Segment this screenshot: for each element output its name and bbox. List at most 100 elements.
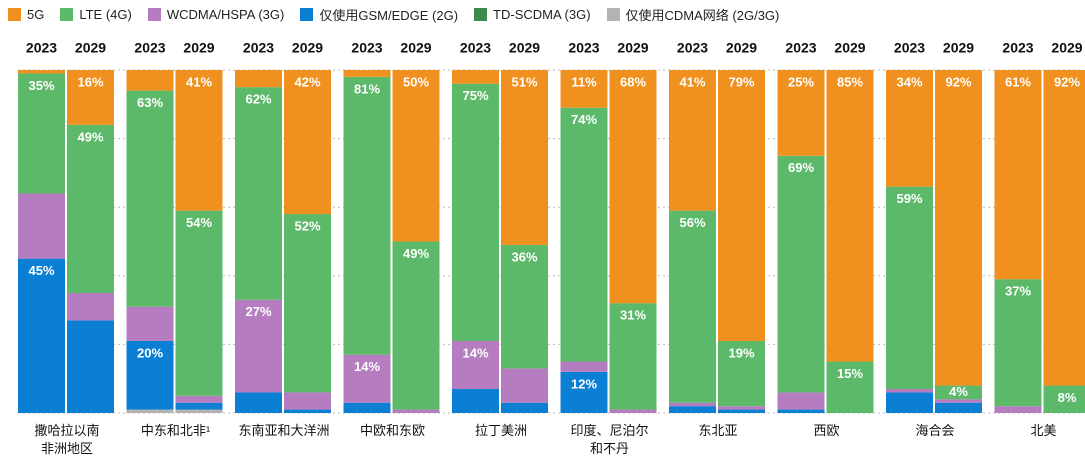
x-tick-label: 2023 <box>677 40 708 56</box>
bar-segment <box>886 392 933 413</box>
data-label: 92% <box>1054 74 1080 89</box>
bar-segment <box>886 388 933 393</box>
data-label: 59% <box>896 191 922 206</box>
bar-segment <box>886 70 933 187</box>
x-tick-label: 2023 <box>1002 40 1033 56</box>
data-label: 12% <box>571 376 597 391</box>
bar-segment <box>669 406 716 413</box>
x-tick-label: 2023 <box>894 40 925 56</box>
bar-segment <box>609 70 657 304</box>
bar-segment <box>609 303 657 410</box>
bar-segment <box>826 361 874 413</box>
legend-item: WCDMA/HSPA (3G) <box>147 5 285 24</box>
data-label: 51% <box>511 74 537 89</box>
group-label: 海合会 <box>915 423 955 438</box>
bar-segment <box>343 76 391 355</box>
bar-segment <box>175 402 223 410</box>
data-label: 34% <box>896 74 922 89</box>
data-label: 49% <box>403 246 429 261</box>
bar-segment <box>284 409 331 413</box>
bar-segment <box>175 409 223 413</box>
bar-segment <box>935 399 982 403</box>
data-label: 27% <box>245 304 271 319</box>
bar-segment <box>126 70 174 91</box>
legend-swatch <box>474 8 488 21</box>
bar-segment <box>560 107 608 362</box>
data-label: 35% <box>28 78 54 93</box>
data-label: 62% <box>245 92 271 107</box>
bar-segment <box>284 214 331 393</box>
x-tick-label: 2023 <box>134 40 165 56</box>
data-label: 41% <box>679 74 705 89</box>
x-tick-label: 2023 <box>243 40 274 56</box>
legend-swatch <box>606 8 620 21</box>
bar-segment <box>235 299 282 393</box>
bar-segment <box>18 73 65 194</box>
legend-swatch <box>300 8 314 21</box>
bar-segment <box>126 90 174 307</box>
bar-segment <box>343 70 391 77</box>
data-label: 49% <box>77 129 103 144</box>
group-label: 西欧 <box>813 423 840 438</box>
x-tick-label: 2023 <box>26 40 57 56</box>
legend-label: 5G <box>27 7 45 22</box>
bar-segment <box>935 385 982 400</box>
data-label: 11% <box>571 74 597 89</box>
bar-segment <box>560 361 608 372</box>
data-label: 20% <box>137 345 163 360</box>
data-label: 4% <box>949 384 968 399</box>
data-label: 61% <box>1005 74 1031 89</box>
bar-segment <box>994 70 1042 280</box>
bar-segment <box>669 402 716 407</box>
x-tick-label: 2029 <box>509 40 540 56</box>
data-label: 31% <box>620 308 646 323</box>
legend-label: WCDMA/HSPA (3G) <box>166 7 285 22</box>
x-tick-label: 2029 <box>834 40 865 56</box>
group-label: 中东和北非¹ <box>140 423 211 438</box>
bar-segment <box>669 210 716 403</box>
data-label: 36% <box>511 249 537 264</box>
data-label: 54% <box>186 215 212 230</box>
legend-swatch <box>60 8 74 21</box>
bar-segment <box>560 371 608 413</box>
bar-segment <box>718 70 765 341</box>
group-label: 中欧和东欧 <box>359 423 425 438</box>
data-label: 25% <box>788 74 814 89</box>
bar-segment <box>935 70 982 386</box>
bar-segment <box>18 258 65 413</box>
data-label: 16% <box>77 74 103 89</box>
bar-segment <box>284 392 331 410</box>
bar-segment <box>392 70 440 242</box>
legend-swatch <box>8 8 21 21</box>
x-tick-label: 2023 <box>785 40 816 56</box>
legend-swatch <box>147 8 161 21</box>
legend-item: TD-SCDMA (3G) <box>474 5 591 24</box>
bar-segment <box>826 70 874 362</box>
bar-segment <box>67 320 114 413</box>
legend-label: 仅使用CDMA网络 (2G/3G) <box>625 8 780 23</box>
x-tick-label: 2029 <box>943 40 974 56</box>
x-tick-label: 2029 <box>292 40 323 56</box>
bar-segment <box>392 409 440 413</box>
data-label: 68% <box>620 74 646 89</box>
group-label: 拉丁美洲 <box>474 423 527 438</box>
bar-segment <box>501 70 548 245</box>
x-tick-label: 2029 <box>1051 40 1082 56</box>
bar-segment <box>935 402 982 413</box>
legend-item: 仅使用CDMA网络 (2G/3G) <box>606 5 780 24</box>
bar-segment <box>994 279 1042 407</box>
data-label: 41% <box>186 74 212 89</box>
bar-segment <box>343 354 391 403</box>
data-label: 15% <box>837 366 863 381</box>
bar-segment <box>67 292 114 321</box>
data-label: 50% <box>403 74 429 89</box>
group-label: 东南亚和大洋洲 <box>238 423 330 438</box>
legend-item: LTE (4G) <box>60 5 132 24</box>
x-tick-label: 2023 <box>460 40 491 56</box>
legend-item: 仅使用GSM/EDGE (2G) <box>300 5 458 24</box>
bar-segment <box>126 409 174 413</box>
bar-segment <box>235 70 282 88</box>
bar-segment <box>777 70 825 156</box>
bar-segment <box>886 186 933 389</box>
